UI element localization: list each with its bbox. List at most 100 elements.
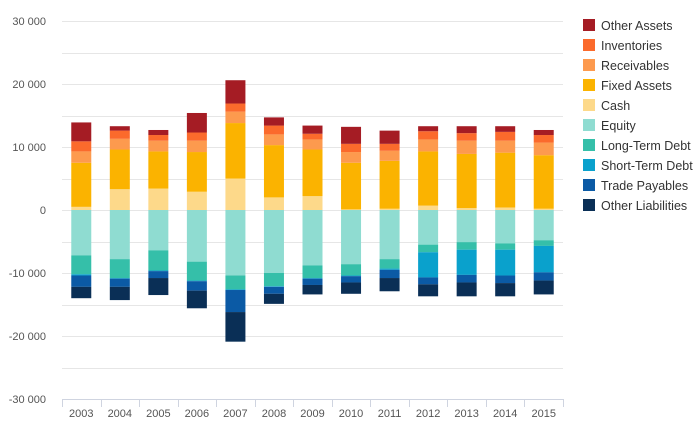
- bar-short-term-debt-2004: [109, 278, 130, 279]
- bar-trade-payables-2007: [225, 290, 246, 313]
- legend-swatch: [583, 179, 595, 191]
- x-tick-label: 2008: [262, 408, 286, 420]
- x-tick-label: 2014: [493, 408, 517, 420]
- bar-fixed-assets-2006: [186, 152, 207, 192]
- x-tick-label: 2009: [300, 408, 324, 420]
- bar-other-assets-2015: [533, 129, 554, 136]
- bar-equity-2006: [186, 210, 207, 262]
- bar-inventories-2005: [148, 135, 169, 141]
- x-tick-label: 2003: [69, 408, 93, 420]
- bar-other-liabilities-2005: [148, 278, 169, 296]
- bar-long-term-debt-2003: [71, 255, 92, 275]
- legend-item-short-term-debt[interactable]: Short-Term Debt: [583, 159, 693, 173]
- legend-item-other-assets[interactable]: Other Assets: [583, 19, 673, 33]
- bar-trade-payables-2011: [379, 269, 400, 279]
- bar-cash-2011: [379, 208, 400, 210]
- bar-short-term-debt-2008: [263, 286, 284, 287]
- x-tick-label: 2015: [531, 408, 555, 420]
- bar-inventories-2008: [263, 125, 284, 135]
- y-tick-label: 20 000: [12, 79, 46, 91]
- y-tick-label: 0: [40, 205, 46, 217]
- bars: [71, 80, 554, 342]
- bar-cash-2015: [533, 208, 554, 210]
- bar-other-assets-2012: [418, 126, 439, 132]
- bar-short-term-debt-2015: [533, 245, 554, 273]
- bar-cash-2012: [418, 205, 439, 210]
- legend-label: Equity: [601, 119, 636, 133]
- bar-other-liabilities-2012: [418, 284, 439, 297]
- legend-swatch: [583, 159, 595, 171]
- legend-item-cash[interactable]: Cash: [583, 99, 630, 113]
- legend-swatch: [583, 119, 595, 131]
- bar-other-assets-2003: [71, 122, 92, 142]
- bar-receivables-2008: [263, 134, 284, 146]
- bar-cash-2004: [109, 189, 130, 210]
- bar-equity-2005: [148, 210, 169, 251]
- legend-item-long-term-debt[interactable]: Long-Term Debt: [583, 139, 691, 153]
- bar-receivables-2007: [225, 111, 246, 124]
- bar-receivables-2011: [379, 150, 400, 161]
- bar-long-term-debt-2013: [456, 242, 477, 250]
- bar-equity-2012: [418, 210, 439, 245]
- bar-trade-payables-2004: [109, 278, 130, 287]
- bar-short-term-debt-2012: [418, 252, 439, 278]
- bar-receivables-2012: [418, 139, 439, 152]
- x-tick-label: 2007: [223, 408, 247, 420]
- bar-fixed-assets-2012: [418, 151, 439, 206]
- bar-inventories-2007: [225, 103, 246, 112]
- bar-long-term-debt-2008: [263, 273, 284, 287]
- bar-short-term-debt-2003: [71, 274, 92, 276]
- bar-other-assets-2010: [341, 126, 362, 144]
- bar-cash-2014: [495, 207, 516, 210]
- bar-trade-payables-2014: [495, 275, 516, 284]
- bar-equity-2013: [456, 210, 477, 243]
- bar-inventories-2010: [341, 143, 362, 153]
- legend-item-equity[interactable]: Equity: [583, 119, 636, 133]
- x-tick-label: 2010: [339, 408, 363, 420]
- bar-short-term-debt-2006: [186, 280, 207, 282]
- bar-other-liabilities-2013: [456, 282, 477, 297]
- bar-other-liabilities-2007: [225, 312, 246, 342]
- bar-trade-payables-2006: [186, 281, 207, 291]
- legend-item-other-liabilities[interactable]: Other Liabilities: [583, 199, 687, 213]
- bar-trade-payables-2008: [263, 286, 284, 294]
- bar-other-assets-2006: [186, 112, 207, 133]
- legend-item-fixed-assets[interactable]: Fixed Assets: [583, 79, 672, 93]
- legend-label: Inventories: [601, 39, 662, 53]
- x-tick-label: 2013: [454, 408, 478, 420]
- bar-receivables-2005: [148, 140, 169, 152]
- bar-equity-2009: [302, 210, 323, 266]
- bar-equity-2007: [225, 210, 246, 276]
- bar-inventories-2003: [71, 141, 92, 152]
- bar-trade-payables-2005: [148, 271, 169, 279]
- bar-long-term-debt-2009: [302, 265, 323, 279]
- legend-swatch: [583, 199, 595, 211]
- bar-cash-2005: [148, 188, 169, 210]
- bar-fixed-assets-2014: [495, 152, 516, 208]
- bar-receivables-2013: [456, 140, 477, 154]
- bar-equity-2004: [109, 210, 130, 260]
- bar-other-assets-2014: [495, 126, 516, 132]
- bar-other-assets-2009: [302, 125, 323, 134]
- legend-item-receivables[interactable]: Receivables: [583, 59, 669, 73]
- x-axis: 2003 2004 2005 2006 2007 2008 2009 2010 2011 2012…: [62, 399, 564, 420]
- bar-other-assets-2005: [148, 129, 169, 136]
- bar-cash-2008: [263, 197, 284, 210]
- bar-inventories-2004: [109, 130, 130, 139]
- bar-cash-2003: [71, 206, 92, 210]
- bar-trade-payables-2012: [418, 277, 439, 285]
- bar-equity-2008: [263, 210, 284, 273]
- bar-other-assets-2008: [263, 117, 284, 126]
- bar-fixed-assets-2003: [71, 162, 92, 207]
- bar-long-term-debt-2011: [379, 259, 400, 269]
- legend-item-inventories[interactable]: Inventories: [583, 39, 662, 53]
- x-tick-label: 2004: [108, 408, 132, 420]
- bar-short-term-debt-2010: [341, 275, 362, 277]
- bar-short-term-debt-2009: [302, 278, 323, 279]
- bar-long-term-debt-2012: [418, 244, 439, 253]
- y-tick-label: 10 000: [12, 142, 46, 154]
- y-tick-label: -30 000: [9, 394, 46, 406]
- legend-item-trade-payables[interactable]: Trade Payables: [583, 179, 688, 193]
- bar-other-liabilities-2010: [341, 282, 362, 294]
- bar-trade-payables-2003: [71, 275, 92, 287]
